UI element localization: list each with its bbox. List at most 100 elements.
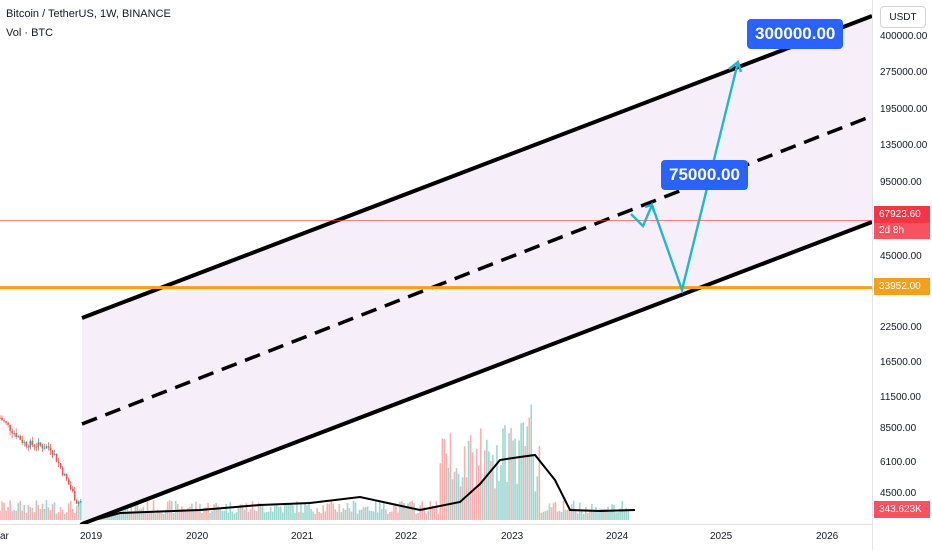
volume-bar — [197, 510, 199, 520]
volume-bar — [603, 508, 605, 520]
price-axis[interactable] — [872, 0, 932, 550]
volume-bar — [419, 505, 421, 520]
volume-bar — [332, 503, 335, 520]
volume-bar — [370, 511, 373, 520]
volume-bar — [77, 501, 80, 520]
volume-bar — [475, 448, 478, 520]
volume-bar — [510, 427, 512, 520]
volume-bar — [243, 509, 246, 520]
price-tick: 8500.00 — [880, 423, 917, 434]
volume-bar — [595, 506, 597, 520]
volume-bar — [253, 509, 256, 520]
volume-bar — [380, 509, 383, 520]
volume-bar — [310, 509, 312, 520]
volume-bar — [391, 511, 393, 520]
volume-bar — [554, 502, 557, 520]
volume-bar — [288, 503, 290, 520]
volume-bar — [413, 503, 415, 520]
candle-body — [3, 420, 5, 422]
price-tick: 195000.00 — [880, 104, 928, 115]
volume-bar — [172, 513, 175, 520]
volume-bar — [41, 503, 44, 520]
bar-countdown: 2d 8h — [874, 223, 930, 239]
price-chart[interactable] — [0, 0, 872, 524]
volume-bar — [55, 513, 58, 520]
volume-bar — [387, 513, 389, 520]
volume-bar — [526, 426, 529, 520]
chart-area[interactable] — [0, 0, 872, 524]
candle-body — [27, 446, 30, 448]
volume-bar — [449, 433, 452, 520]
volume-bar — [538, 445, 541, 520]
candle-body — [5, 421, 7, 423]
candle-body — [75, 500, 78, 504]
candle-body — [67, 479, 70, 485]
volume-bar — [223, 510, 226, 520]
volume-bar — [514, 438, 516, 520]
volume-bar — [116, 512, 118, 520]
volume-bar — [601, 508, 603, 520]
currency-button[interactable]: USDT — [880, 6, 926, 28]
volume-bar — [318, 511, 320, 520]
volume-bar — [338, 504, 341, 520]
volume-bar — [368, 510, 371, 520]
volume-bar — [185, 509, 187, 520]
candle-body — [37, 442, 40, 448]
volume-bar — [362, 507, 365, 520]
symbol-title[interactable]: Bitcoin / TetherUS, 1W, BINANCE — [6, 8, 171, 20]
volume-bar — [459, 486, 462, 520]
volume-bar — [342, 508, 345, 520]
volume-bar — [597, 512, 599, 520]
volume-bar — [409, 501, 411, 520]
volume-bar — [17, 503, 19, 520]
volume-bar — [27, 504, 30, 520]
volume-bar — [427, 511, 430, 520]
volume-bar — [11, 511, 13, 520]
volume-bar — [496, 445, 498, 520]
volume-bar — [128, 511, 131, 520]
volume-bar — [221, 510, 223, 520]
volume-bar — [69, 500, 72, 520]
volume-bar — [469, 435, 472, 520]
volume-bar — [146, 501, 149, 520]
volume-bar — [605, 509, 607, 520]
volume-bar — [231, 511, 234, 520]
volume-bar — [316, 508, 318, 520]
volume-bar — [324, 511, 327, 520]
volume-bar — [550, 507, 553, 520]
volume-bar — [348, 508, 351, 520]
candle-body — [63, 473, 66, 476]
candle-body — [59, 463, 62, 468]
target-callout-300000[interactable]: 300000.00 — [747, 19, 844, 49]
time-tick: 2019 — [80, 531, 103, 542]
volume-bar — [142, 506, 145, 520]
volume-bar — [150, 510, 153, 520]
volume-bar — [437, 513, 440, 520]
volume-bar — [439, 463, 442, 520]
time-tick: 2025 — [710, 531, 733, 542]
volume-bar — [389, 511, 391, 520]
candle-body — [33, 445, 36, 447]
current-price-badge: 67923.60 — [874, 206, 930, 223]
candle-body — [49, 447, 52, 451]
target-callout-75000[interactable]: 75000.00 — [661, 160, 748, 190]
time-axis[interactable] — [0, 524, 872, 551]
volume-bar — [209, 512, 211, 520]
volume-bar — [524, 445, 526, 520]
volume-bar — [578, 502, 581, 520]
volume-bar — [233, 513, 236, 520]
volume-bar — [302, 512, 304, 520]
volume-bar — [556, 511, 559, 520]
volume-bar — [227, 512, 230, 520]
volume-indicator-title[interactable]: Vol · BTC — [6, 27, 54, 39]
volume-bar — [59, 507, 62, 520]
volume-bar — [484, 450, 486, 520]
price-tick: 11500.00 — [880, 392, 921, 403]
volume-bar — [261, 505, 264, 520]
channel-lower-line[interactable] — [81, 220, 872, 524]
volume-bar — [286, 504, 288, 520]
volume-bar — [193, 510, 195, 520]
volume-bar — [560, 511, 563, 520]
volume-bar — [239, 504, 242, 520]
volume-bar — [65, 512, 68, 520]
